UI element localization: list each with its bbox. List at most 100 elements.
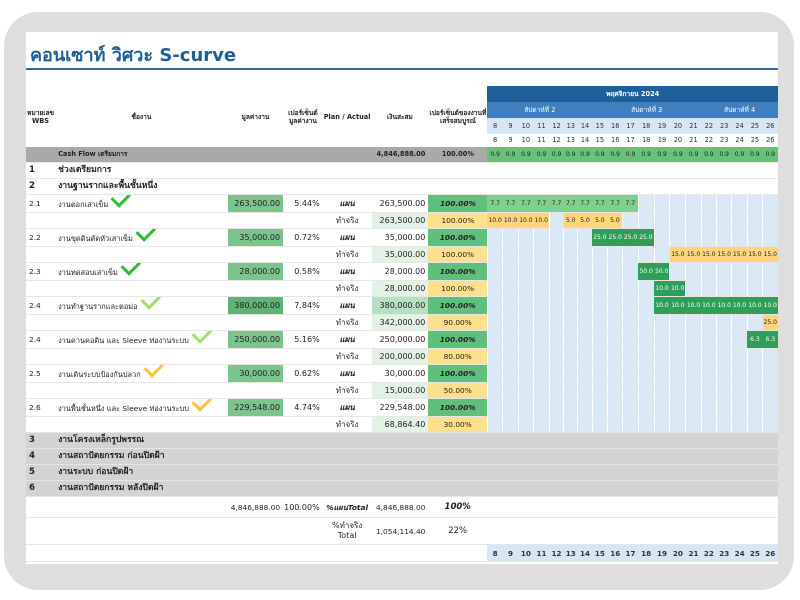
timeline-cell bbox=[654, 448, 670, 465]
timeline-cell bbox=[716, 464, 732, 481]
timeline-cell bbox=[669, 416, 686, 433]
timeline-cell bbox=[669, 212, 686, 229]
timeline-cell bbox=[486, 517, 503, 545]
timeline-cell bbox=[563, 432, 578, 449]
timeline-cell bbox=[653, 246, 670, 263]
plan-pct: 100.00% bbox=[428, 228, 488, 247]
task-name: งานคานคอดิน และ Sleeve ท่องานระบบ bbox=[58, 336, 189, 345]
cashflow-row: Cash Flow เตรียมการ 4,846,888.00 100.00%… bbox=[26, 147, 778, 163]
timeline-cell bbox=[591, 296, 608, 315]
plan-label: แผน bbox=[322, 296, 372, 315]
gantt-actual-bar: 10.0 bbox=[533, 212, 550, 229]
gantt-plan-bar: 7.7 bbox=[592, 194, 608, 213]
timeline-cell bbox=[669, 348, 686, 365]
task-weight: 0.62% bbox=[283, 364, 323, 383]
gantt-plan-bar: 7.7 bbox=[563, 194, 578, 213]
timeline-cell bbox=[762, 212, 778, 229]
footer-day: 15 bbox=[592, 544, 608, 562]
day-header: 16 bbox=[607, 118, 623, 134]
timeline-cell bbox=[638, 480, 655, 497]
timeline-cell bbox=[638, 448, 655, 465]
task-name: งานขุดดินตัดหัวเสาเข็ม bbox=[58, 234, 133, 243]
footer-day: 20 bbox=[669, 544, 686, 562]
timeline-cell bbox=[637, 246, 655, 263]
header-row-days: 8 9 10 11 12 13 14 15 16 17 18 19 20 21 22 23 24 25 26 bbox=[26, 118, 778, 134]
timeline-cell bbox=[716, 432, 732, 449]
timeline-cell bbox=[654, 480, 670, 497]
subday-header: 22 bbox=[701, 134, 717, 147]
task-plan-row: 2.5 งานเดินระบบป้องกันปลวก 30,000.00 0.62% แ… bbox=[26, 364, 778, 383]
timeline-cell bbox=[653, 330, 670, 349]
timeline-cell bbox=[607, 382, 623, 399]
total-value: 4,846,888.00 bbox=[227, 496, 284, 518]
timeline-cell bbox=[669, 448, 686, 465]
timeline-cell bbox=[563, 178, 578, 195]
timeline-cell bbox=[533, 432, 550, 449]
timeline-cell bbox=[577, 416, 593, 433]
section-row: 1 ช่วงเตรียมการ bbox=[26, 162, 778, 179]
task-weight: 0.72% bbox=[283, 228, 323, 247]
subday-header: 8 bbox=[487, 134, 503, 147]
footer-day: 18 bbox=[638, 544, 655, 562]
day-header: 9 bbox=[502, 118, 519, 134]
timeline-cell bbox=[486, 416, 503, 433]
timeline-cell bbox=[685, 348, 702, 365]
spreadsheet-screen: คอนเซาท์ วิศวะ S-curve หมายเลข WBS ชื่อง… bbox=[26, 32, 778, 564]
cashflow-day-value: 0.9 bbox=[762, 147, 778, 163]
timeline-cell bbox=[653, 364, 670, 383]
gantt-plan-bar: 10.0 bbox=[716, 296, 732, 315]
timeline-cell bbox=[607, 280, 623, 297]
timeline-cell bbox=[486, 228, 503, 247]
timeline-cell bbox=[502, 228, 519, 247]
timeline-cell bbox=[486, 280, 503, 297]
gantt-plan-bar: 7.7 bbox=[577, 194, 593, 213]
timeline-cell bbox=[716, 330, 732, 349]
timeline-cell bbox=[701, 178, 717, 195]
day-header: 8 bbox=[487, 118, 503, 134]
timeline-cell bbox=[502, 364, 519, 383]
timeline-cell bbox=[517, 330, 534, 349]
timeline-cell bbox=[746, 517, 763, 545]
plan-amount: 263,500.00 bbox=[371, 194, 429, 213]
subday-header: 9 bbox=[502, 134, 519, 147]
task-value: 35,000.00 bbox=[227, 228, 284, 247]
timeline-cell bbox=[517, 228, 534, 247]
timeline-cell bbox=[716, 448, 732, 465]
timeline-cell bbox=[533, 314, 550, 331]
timeline-cell bbox=[716, 228, 732, 247]
timeline-cell bbox=[685, 480, 702, 497]
day-header: 12 bbox=[549, 118, 564, 134]
timeline-cell bbox=[533, 448, 550, 465]
timeline-cell bbox=[653, 517, 670, 545]
timeline-cell bbox=[700, 262, 717, 281]
timeline-cell bbox=[486, 382, 503, 399]
gantt-plan-bar: 10.0 bbox=[685, 296, 702, 315]
timeline-cell bbox=[533, 398, 550, 417]
timeline-cell bbox=[563, 280, 578, 297]
day-header: 20 bbox=[669, 118, 686, 134]
header-row-weeks: สัปดาห์ที่ 2 สัปดาห์ที่ 3 สัปดาห์ที่ 4 bbox=[26, 102, 778, 118]
timeline-cell bbox=[746, 496, 763, 518]
timeline-cell bbox=[731, 194, 748, 213]
gantt-plan-bar: 10.0 bbox=[701, 296, 717, 315]
timeline-cell bbox=[685, 416, 702, 433]
subday-header: 13 bbox=[563, 134, 578, 147]
section-name: งานฐานรากและพื้นชั้นหนึ่ง bbox=[55, 178, 488, 195]
gantt-plan-bar: 50.0 bbox=[638, 262, 655, 281]
footer-day: 24 bbox=[731, 544, 748, 562]
timeline-cell bbox=[592, 448, 608, 465]
timeline-cell bbox=[548, 296, 564, 315]
check-icon bbox=[143, 364, 164, 378]
timeline-cell bbox=[731, 432, 748, 449]
section-row: 5 งานระบบ ก่อนปิดฝ้า bbox=[26, 464, 778, 481]
timeline-cell bbox=[669, 432, 686, 449]
total-actual-amount: 1,054,114.40 bbox=[371, 517, 429, 545]
timeline-cell bbox=[563, 398, 578, 417]
timeline-cell bbox=[762, 280, 778, 297]
timeline-cell bbox=[548, 364, 564, 383]
task-plan-row: 2.1 งานตอกเสาเข็ม 263,500.00 5.44% แผน 263,50… bbox=[26, 194, 778, 213]
timeline-cell bbox=[563, 496, 578, 518]
plan-amount: 35,000.00 bbox=[371, 228, 429, 247]
subday-header: 24 bbox=[731, 134, 748, 147]
timeline-cell bbox=[502, 348, 519, 365]
